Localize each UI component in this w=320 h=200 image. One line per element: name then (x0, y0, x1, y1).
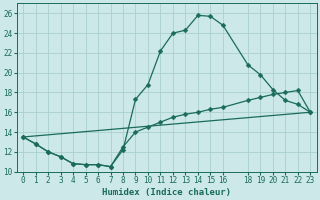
X-axis label: Humidex (Indice chaleur): Humidex (Indice chaleur) (102, 188, 231, 197)
